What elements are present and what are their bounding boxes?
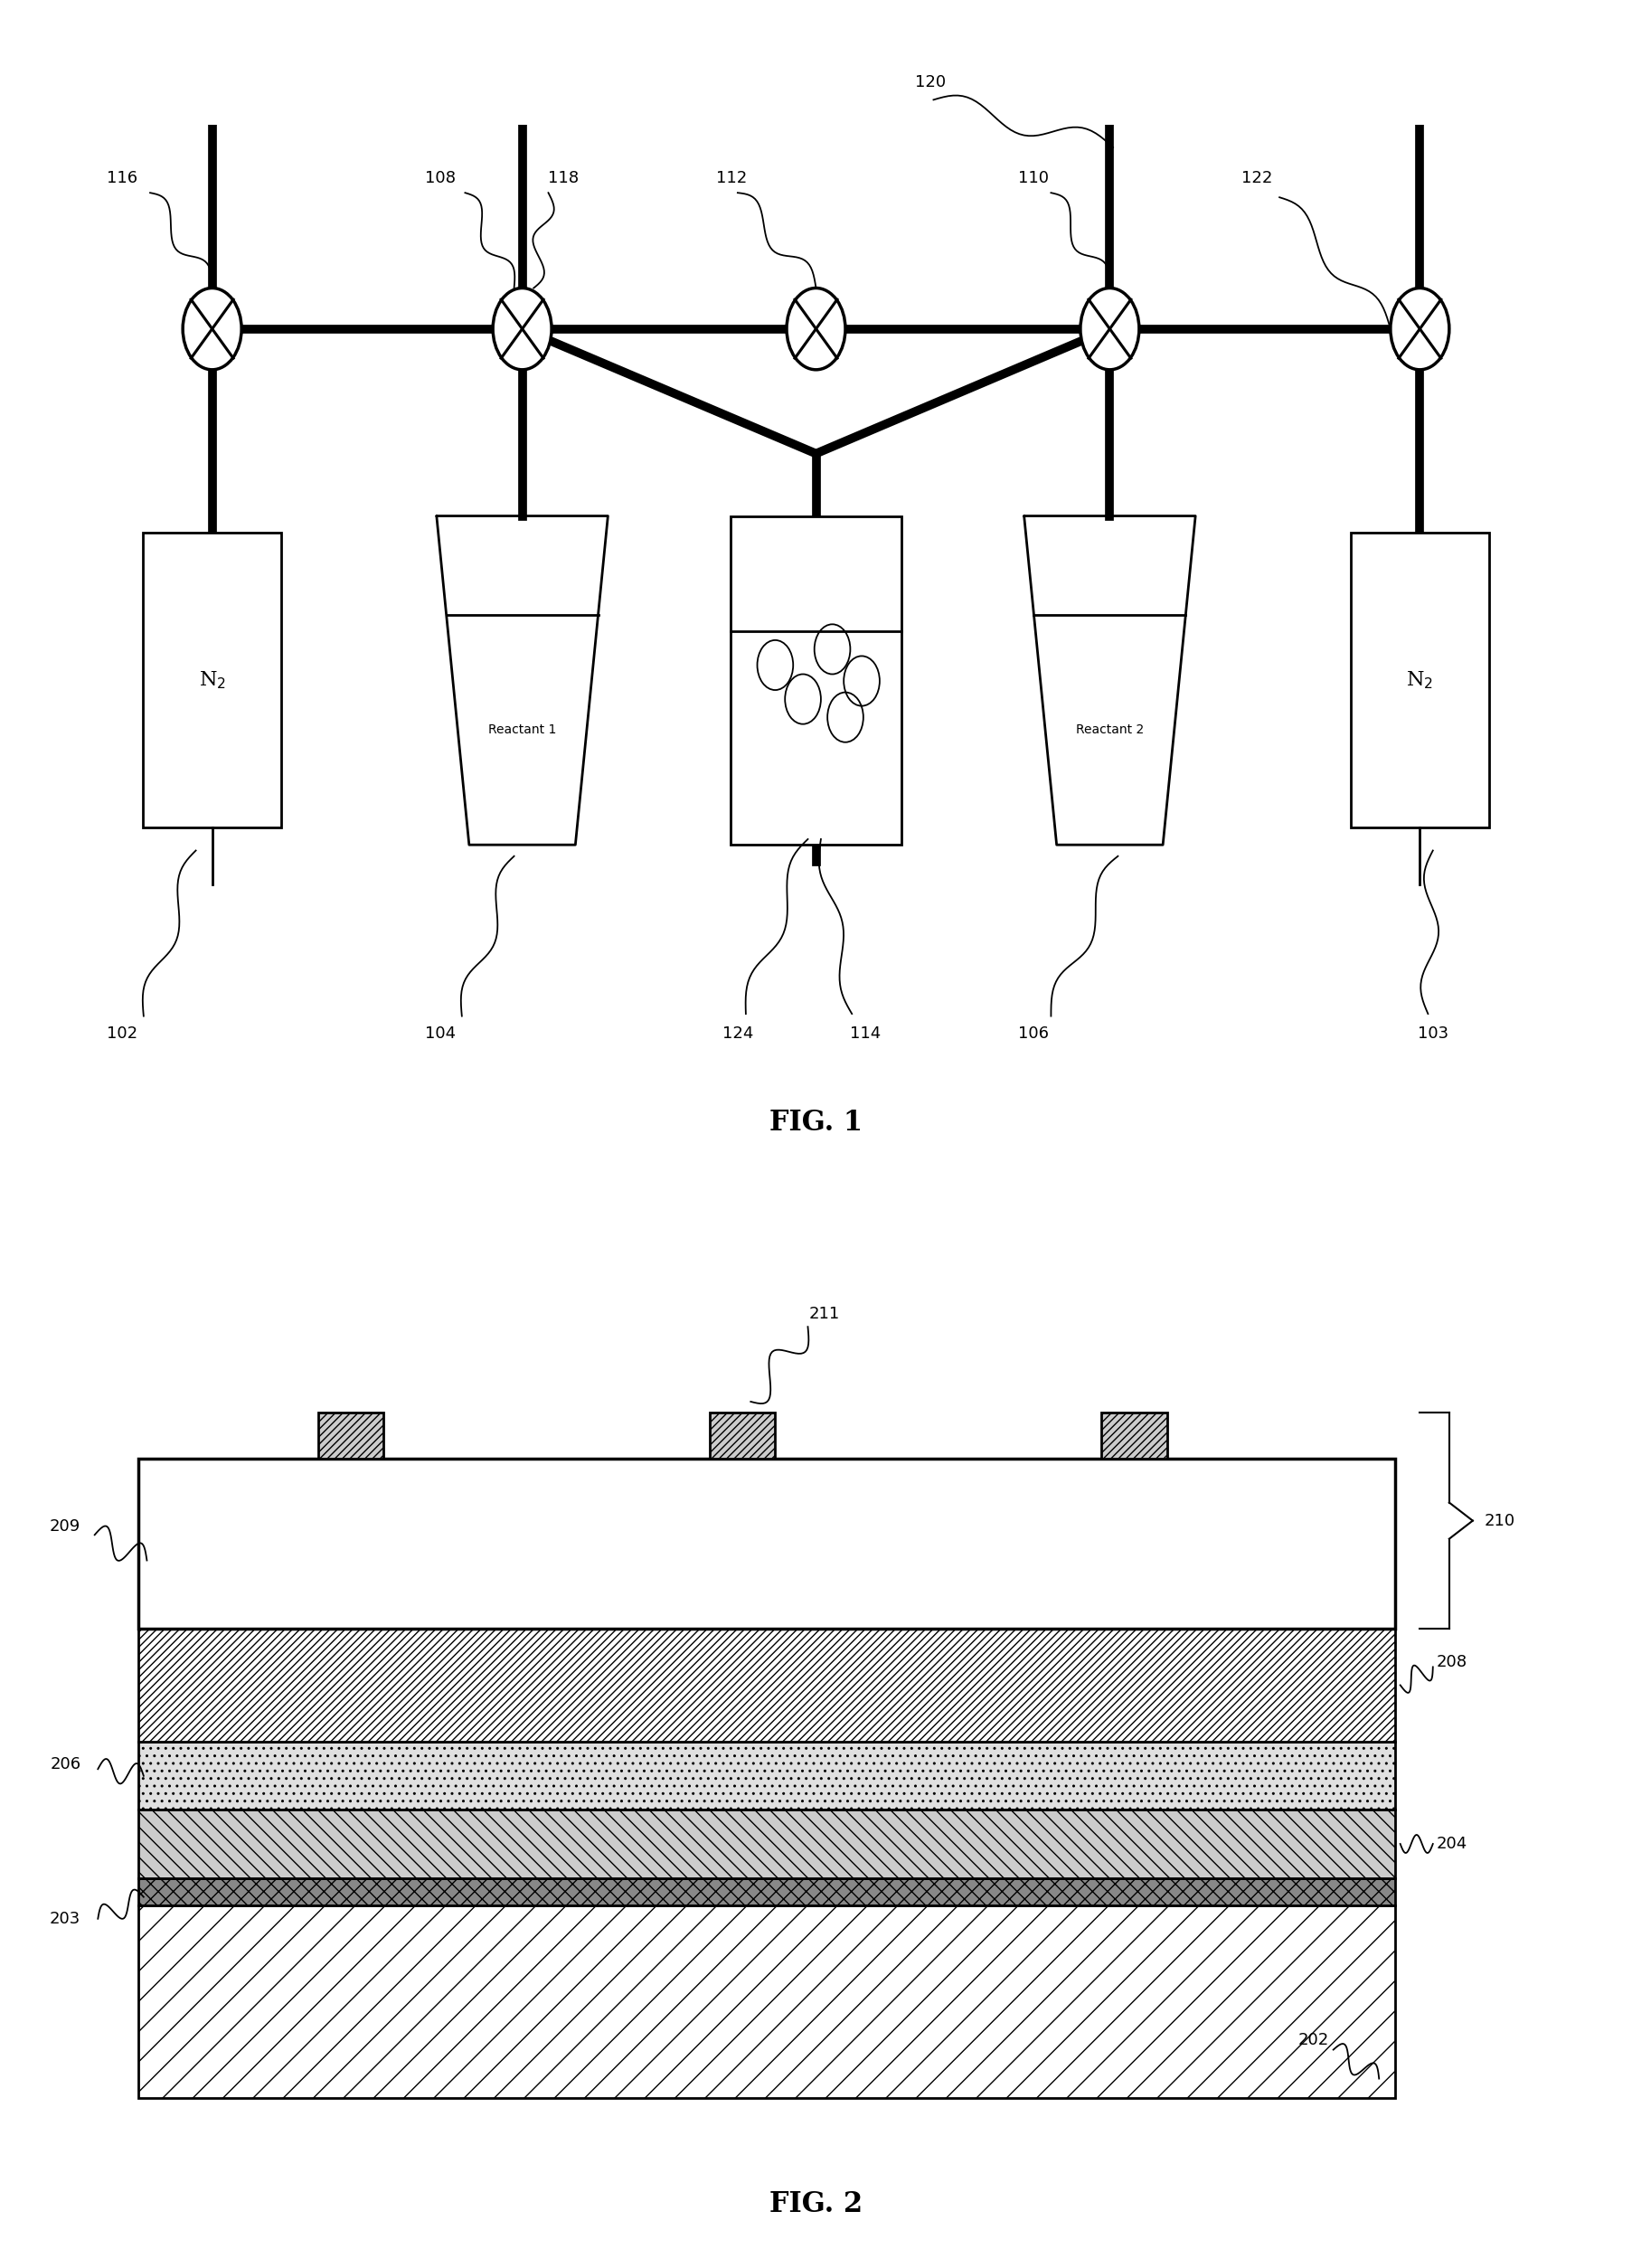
Text: FIG. 1: FIG. 1 (769, 1109, 863, 1136)
Bar (731, 517, 902, 846)
Text: FIG. 2: FIG. 2 (769, 2191, 863, 2218)
Bar (1351, 533, 1490, 828)
Text: 122: 122 (1240, 170, 1273, 186)
Text: N$_2$: N$_2$ (1407, 669, 1433, 692)
Text: 108: 108 (426, 170, 455, 186)
Text: 208: 208 (1436, 1653, 1467, 1672)
Text: 104: 104 (426, 1025, 455, 1041)
Bar (1102, 1413, 1167, 1458)
Bar (139, 1458, 1395, 1628)
Bar (710, 1413, 775, 1458)
Text: 106: 106 (1018, 1025, 1048, 1041)
Text: 202: 202 (1299, 2032, 1328, 2048)
Circle shape (787, 288, 845, 370)
Text: 211: 211 (809, 1306, 839, 1322)
Text: 210: 210 (1485, 1513, 1516, 1529)
Text: 204: 204 (1436, 1835, 1467, 1853)
Bar (139, 1628, 1395, 1742)
Text: 120: 120 (916, 75, 945, 91)
Bar (139, 1878, 1395, 1905)
Text: Reactant 1: Reactant 1 (488, 723, 557, 737)
Text: 102: 102 (108, 1025, 137, 1041)
Text: Reactant 2: Reactant 2 (1075, 723, 1144, 737)
Circle shape (493, 288, 552, 370)
Text: 124: 124 (721, 1025, 754, 1041)
Text: 110: 110 (1018, 170, 1048, 186)
Circle shape (1390, 288, 1449, 370)
Text: 114: 114 (850, 1025, 880, 1041)
Text: 203: 203 (51, 1910, 80, 1928)
Bar (139, 1742, 1395, 1810)
Text: 206: 206 (51, 1755, 80, 1774)
Bar (139, 1810, 1395, 1878)
Circle shape (1080, 288, 1139, 370)
Bar (144, 533, 281, 828)
Text: 209: 209 (51, 1517, 80, 1535)
Circle shape (183, 288, 242, 370)
Text: 103: 103 (1418, 1025, 1448, 1041)
Text: N$_2$: N$_2$ (199, 669, 225, 692)
Bar (139, 1905, 1395, 2098)
Bar (318, 1413, 384, 1458)
Text: 112: 112 (716, 170, 746, 186)
Text: 118: 118 (548, 170, 578, 186)
Text: 116: 116 (108, 170, 137, 186)
